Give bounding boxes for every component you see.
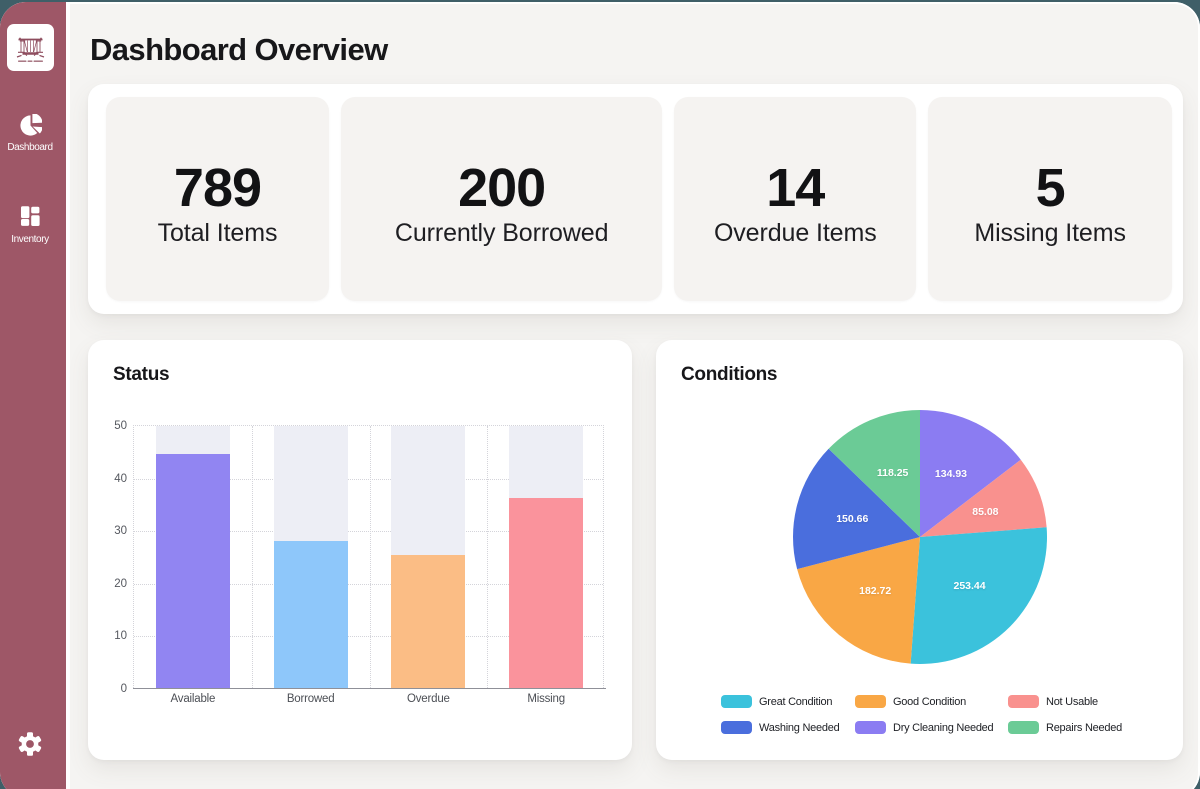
pie-chart-icon — [19, 114, 42, 136]
legend-item-dry-cleaning-needed[interactable]: Dry Cleaning Needed — [855, 721, 1008, 734]
gear-icon — [18, 732, 42, 756]
sidebar: Dashboard Inventory — [0, 2, 66, 789]
legend-swatch — [721, 721, 752, 734]
sidebar-item-inventory[interactable]: Inventory — [0, 206, 60, 245]
main-content: Dashboard Overview 789 Total Items 200 C… — [70, 2, 1200, 789]
pie-slice-not-usable[interactable] — [920, 459, 1047, 537]
bar-missing[interactable] — [509, 498, 584, 688]
conditions-card-title: Conditions — [681, 364, 778, 385]
gridline — [134, 583, 603, 585]
pie-slice-value-label: 85.08 — [972, 505, 999, 518]
stat-tile-missing-items: 5 Missing Items — [928, 97, 1173, 301]
x-axis-category-label: Overdue — [407, 693, 450, 705]
gridline — [134, 478, 603, 480]
grid-icon — [20, 206, 40, 226]
pie-slice-value-label: 253.44 — [953, 580, 986, 593]
x-axis-line — [133, 688, 606, 689]
stat-value: 200 — [458, 157, 546, 218]
legend-swatch — [1008, 695, 1039, 708]
y-axis-tick-label: 40 — [114, 472, 127, 485]
pie-slice-washing-needed[interactable] — [793, 448, 920, 570]
x-axis-category-label: Available — [170, 693, 216, 705]
legend-swatch — [1008, 721, 1039, 734]
stats-card: 789 Total Items 200 Currently Borrowed 1… — [88, 84, 1183, 314]
museum-logo-icon — [16, 37, 45, 62]
pie-slice-dry-cleaning-needed[interactable] — [920, 410, 1021, 537]
stat-label: Overdue Items — [713, 218, 877, 247]
sidebar-item-label: Dashboard — [7, 142, 53, 153]
sidebar-item-label: Inventory — [11, 234, 49, 245]
settings-button[interactable] — [17, 731, 43, 757]
y-axis-tick-label: 0 — [120, 683, 127, 695]
bar-slot — [134, 426, 252, 688]
pie-slice-great-condition[interactable] — [910, 527, 1047, 664]
gridline — [251, 426, 253, 688]
legend-item-washing-needed[interactable]: Washing Needed — [721, 721, 855, 734]
legend-item-good-condition[interactable]: Good Condition — [855, 695, 1008, 708]
legend-label: Washing Needed — [759, 721, 840, 734]
stat-tile-currently-borrowed: 200 Currently Borrowed — [340, 97, 663, 301]
pie-legend: Great Condition Good Condition Not Usable W… — [721, 695, 1161, 734]
gridline — [369, 426, 371, 688]
pie-slice-repairs-needed[interactable] — [828, 410, 920, 537]
legend-label: Great Condition — [759, 695, 833, 708]
page-title: Dashboard Overview — [90, 32, 388, 67]
pie-slice-value-label: 182.72 — [859, 584, 892, 597]
bar-available[interactable] — [155, 453, 230, 688]
stat-tile-overdue-items: 14 Overdue Items — [674, 97, 917, 301]
stat-value: 789 — [173, 157, 262, 218]
bar-overdue[interactable] — [391, 554, 466, 688]
y-axis-tick-label: 10 — [114, 630, 127, 643]
pie-slice-good-condition[interactable] — [797, 537, 920, 664]
bar-borrowed[interactable] — [273, 540, 348, 688]
sidebar-divider — [66, 2, 70, 789]
legend-swatch — [721, 695, 752, 708]
stat-tile-total-items: 789 Total Items — [106, 97, 329, 301]
legend-label: Dry Cleaning Needed — [893, 721, 994, 734]
sidebar-item-dashboard[interactable]: Dashboard — [0, 114, 60, 153]
x-axis-category-label: Borrowed — [286, 693, 335, 705]
bar-chart-plot-area[interactable]: 0 10 20 30 40 50 Available Borrowed Overdue Missi… — [114, 420, 605, 705]
gridline — [134, 636, 603, 638]
pie-slice-value-label: 150.66 — [836, 513, 869, 526]
legend-item-repairs-needed[interactable]: Repairs Needed — [1008, 721, 1161, 734]
gridline — [487, 426, 489, 688]
legend-label: Not Usable — [1046, 695, 1098, 708]
stat-label: Total Items — [157, 218, 278, 247]
app-logo[interactable] — [7, 24, 54, 71]
status-card-title: Status — [113, 364, 170, 385]
legend-label: Repairs Needed — [1046, 721, 1122, 734]
legend-swatch — [855, 721, 886, 734]
stat-value: 5 — [1035, 157, 1066, 218]
legend-label: Good Condition — [893, 695, 966, 708]
pie-slice-value-label: 118.25 — [876, 466, 909, 479]
y-axis-tick-label: 50 — [114, 420, 127, 432]
x-axis-category-label: Missing — [527, 693, 565, 705]
y-axis-tick-label: 20 — [114, 577, 127, 590]
legend-item-not-usable[interactable]: Not Usable — [1008, 695, 1161, 708]
legend-item-great-condition[interactable]: Great Condition — [721, 695, 855, 708]
status-chart-card: Status 0 10 20 30 40 50 Available Borrowed Overd… — [88, 340, 632, 760]
pie-svg — [793, 410, 1047, 664]
stat-label: Currently Borrowed — [394, 218, 609, 247]
stat-value: 14 — [766, 157, 825, 218]
bar-slot — [370, 426, 488, 688]
pie-slice-value-label: 134.93 — [934, 468, 968, 481]
y-axis-tick-label: 30 — [114, 525, 127, 538]
bar-slot — [487, 426, 605, 688]
gridline — [134, 531, 603, 533]
pie-chart[interactable]: 134.93 85.08 253.44 182.72 150.66 118.25 — [656, 340, 1183, 760]
legend-swatch — [855, 695, 886, 708]
conditions-chart-card: Conditions 134.93 85.08 253.44 182.72 150.66… — [656, 340, 1183, 760]
bar-slot — [252, 426, 370, 688]
stat-label: Missing Items — [974, 218, 1126, 247]
